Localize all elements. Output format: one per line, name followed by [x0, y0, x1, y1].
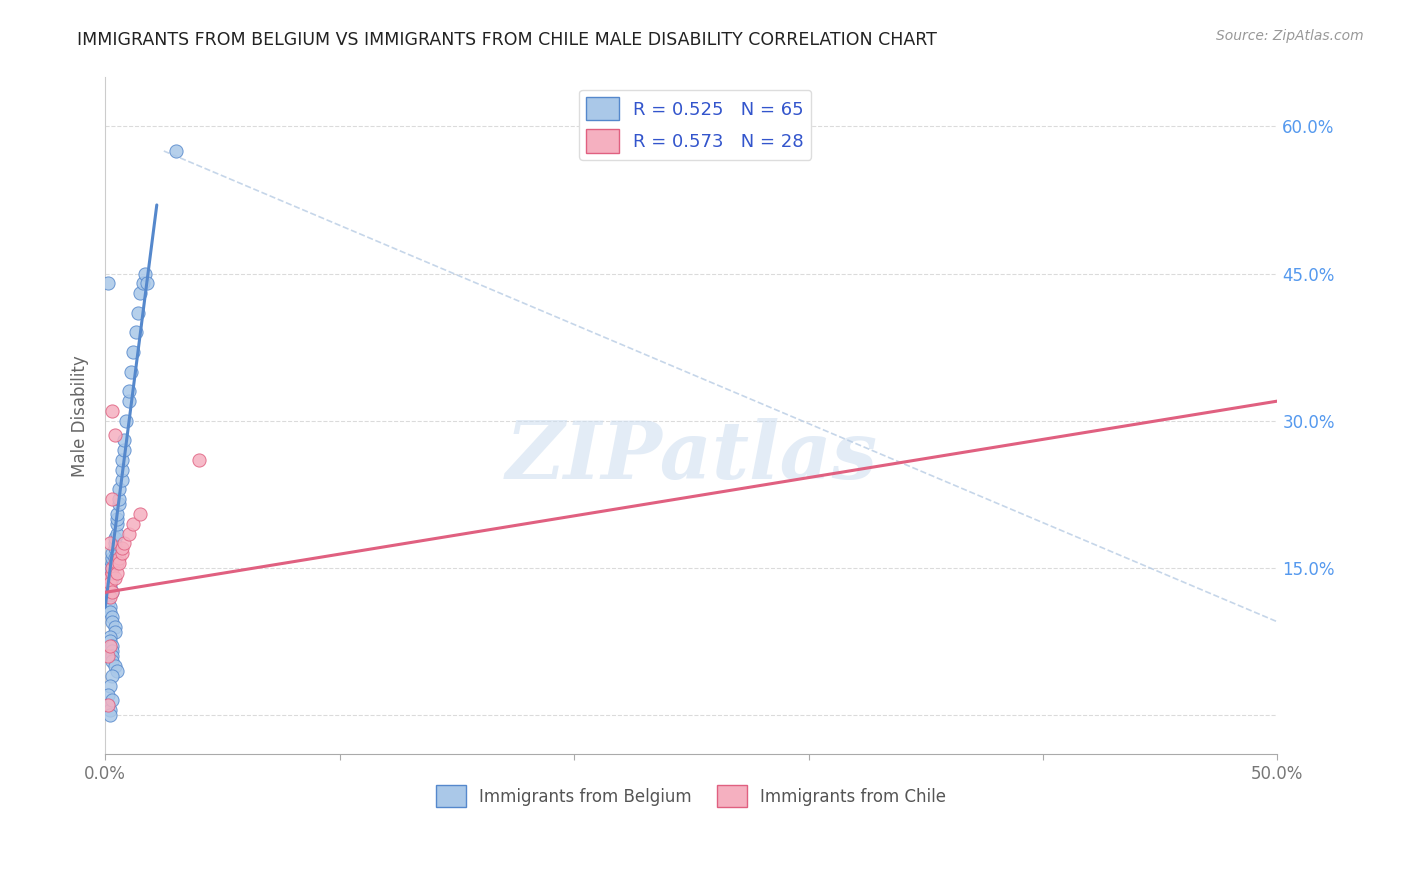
Point	[101, 566, 124, 580]
Point	[112, 443, 135, 458]
Text: ZIPatlas: ZIPatlas	[505, 417, 877, 495]
Text: IMMIGRANTS FROM BELGIUM VS IMMIGRANTS FROM CHILE MALE DISABILITY CORRELATION CHA: IMMIGRANTS FROM BELGIUM VS IMMIGRANTS FR…	[77, 31, 938, 49]
Point	[101, 649, 124, 664]
Point	[111, 541, 134, 556]
Point	[105, 526, 128, 541]
Point	[108, 551, 131, 566]
Point	[118, 394, 141, 409]
Point	[136, 277, 159, 291]
Point	[127, 306, 149, 320]
Point	[98, 708, 121, 723]
Point	[98, 561, 121, 575]
Point	[98, 600, 121, 615]
Point	[112, 434, 135, 448]
Point	[101, 571, 124, 585]
Point	[96, 277, 118, 291]
Point	[111, 473, 134, 487]
Point	[101, 610, 124, 624]
Point	[101, 654, 124, 668]
Point	[125, 326, 148, 340]
Point	[105, 507, 128, 521]
Point	[96, 575, 118, 590]
Text: Source: ZipAtlas.com: Source: ZipAtlas.com	[1216, 29, 1364, 43]
Y-axis label: Male Disability: Male Disability	[72, 355, 89, 476]
Point	[104, 556, 127, 570]
Point	[96, 591, 118, 605]
Point	[101, 561, 124, 575]
Point	[101, 404, 124, 418]
Point	[108, 497, 131, 511]
Point	[105, 664, 128, 678]
Point	[101, 585, 124, 599]
Point	[122, 516, 145, 531]
Point	[112, 536, 135, 550]
Point	[101, 640, 124, 654]
Point	[104, 536, 127, 550]
Point	[104, 551, 127, 566]
Point	[104, 624, 127, 639]
Point	[96, 649, 118, 664]
Point	[134, 267, 156, 281]
Point	[104, 659, 127, 673]
Point	[104, 620, 127, 634]
Point	[98, 566, 121, 580]
Point	[104, 428, 127, 442]
Point	[105, 566, 128, 580]
Point	[98, 634, 121, 648]
Point	[120, 365, 142, 379]
Point	[105, 516, 128, 531]
Point	[98, 571, 121, 585]
Point	[98, 581, 121, 595]
Point	[96, 581, 118, 595]
Point	[111, 546, 134, 560]
Point	[118, 526, 141, 541]
Point	[101, 492, 124, 507]
Point	[108, 483, 131, 497]
Point	[98, 575, 121, 590]
Point	[105, 512, 128, 526]
Point	[98, 536, 121, 550]
Point	[108, 556, 131, 570]
Point	[98, 630, 121, 644]
Point	[96, 689, 118, 703]
Point	[96, 595, 118, 609]
Point	[98, 605, 121, 619]
Point	[122, 345, 145, 359]
Point	[129, 286, 152, 301]
Point	[96, 581, 118, 595]
Point	[101, 693, 124, 707]
Point	[104, 532, 127, 546]
Point	[118, 384, 141, 399]
Point	[132, 277, 155, 291]
Point	[104, 541, 127, 556]
Legend: Immigrants from Belgium, Immigrants from Chile: Immigrants from Belgium, Immigrants from…	[429, 779, 953, 814]
Point	[111, 463, 134, 477]
Point	[98, 591, 121, 605]
Point	[111, 453, 134, 467]
Point	[101, 561, 124, 575]
Point	[115, 414, 138, 428]
Point	[165, 144, 187, 158]
Point	[98, 703, 121, 717]
Point	[96, 575, 118, 590]
Point	[98, 640, 121, 654]
Point	[101, 546, 124, 560]
Point	[108, 492, 131, 507]
Point	[98, 571, 121, 585]
Point	[96, 698, 118, 713]
Point	[188, 453, 211, 467]
Point	[98, 575, 121, 590]
Point	[101, 644, 124, 658]
Point	[101, 585, 124, 599]
Point	[101, 551, 124, 566]
Point	[104, 571, 127, 585]
Point	[101, 615, 124, 629]
Point	[98, 679, 121, 693]
Point	[101, 669, 124, 683]
Point	[96, 698, 118, 713]
Point	[105, 556, 128, 570]
Point	[129, 507, 152, 521]
Point	[101, 556, 124, 570]
